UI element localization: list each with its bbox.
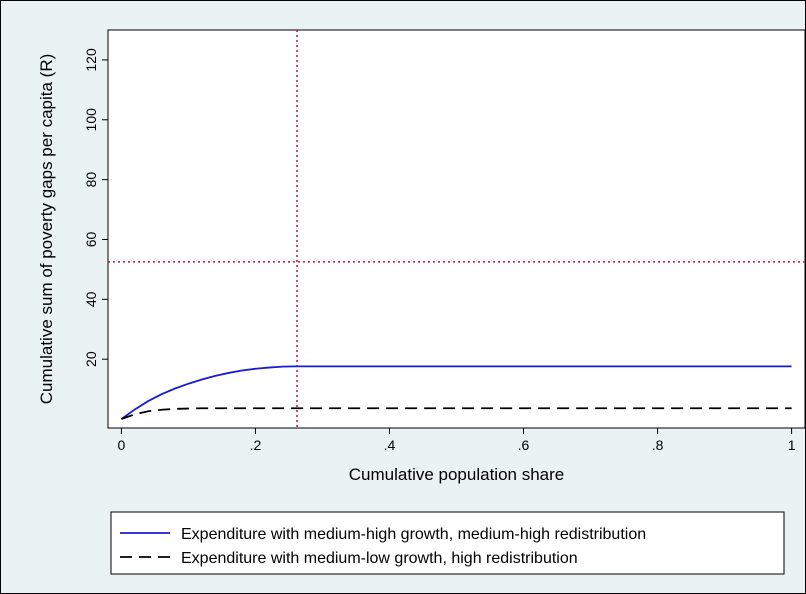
x-tick-label: 1 [788, 437, 796, 453]
x-tick-label: .4 [384, 437, 396, 453]
y-tick-label: 20 [83, 351, 99, 367]
series-lines [120, 365, 792, 420]
x-tick-label: 0 [118, 437, 126, 453]
x-tick-label: .6 [518, 437, 530, 453]
y-tick-label: 40 [83, 291, 99, 307]
x-tick-label: .8 [652, 437, 664, 453]
series-line-1 [120, 365, 792, 420]
reference-lines [108, 30, 805, 428]
x-axis-title: Cumulative population share [349, 465, 564, 484]
x-tick-label: .2 [250, 437, 262, 453]
plot-area [107, 29, 806, 429]
legend [110, 511, 785, 575]
series-line-2 [121, 407, 792, 420]
y-tick-label: 80 [83, 172, 99, 188]
legend-label-series-2: Expenditure with medium-low growth, high… [181, 550, 578, 567]
y-tick-label: 120 [83, 48, 99, 72]
legend-label-series-1: Expenditure with medium-high growth, med… [181, 526, 646, 543]
y-tick-label: 100 [83, 108, 99, 132]
y-tick-label: 60 [83, 231, 99, 247]
y-axis-title: Cumulative sum of poverty gaps per capit… [37, 54, 56, 405]
